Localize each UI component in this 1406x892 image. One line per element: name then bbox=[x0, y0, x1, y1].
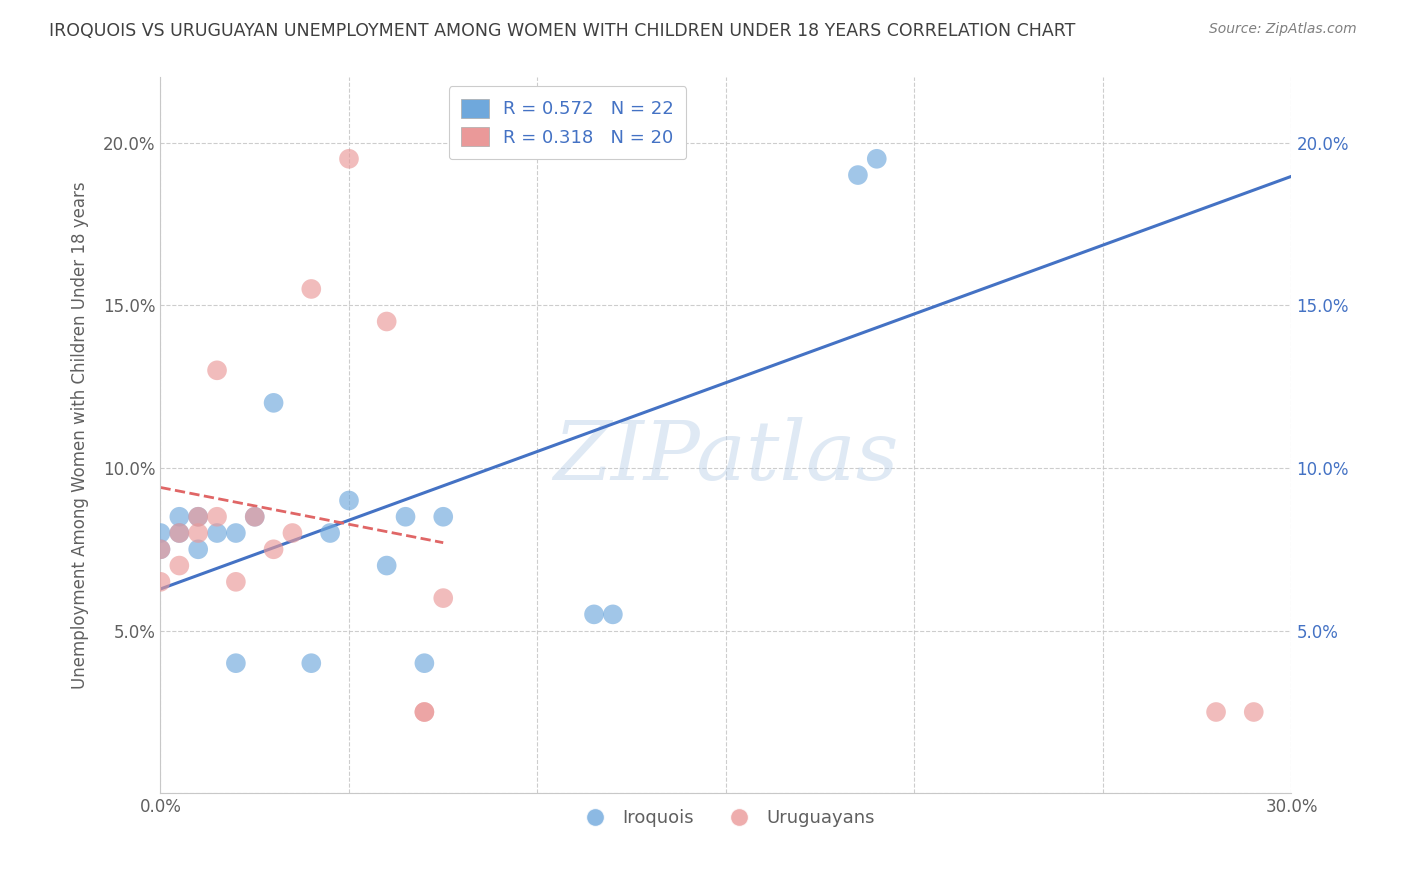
Point bbox=[187, 526, 209, 541]
Point bbox=[225, 656, 247, 670]
Point bbox=[205, 363, 228, 377]
Point bbox=[149, 526, 172, 541]
Y-axis label: Unemployment Among Women with Children Under 18 years: Unemployment Among Women with Children U… bbox=[72, 182, 89, 690]
Point bbox=[337, 493, 360, 508]
Point bbox=[243, 509, 266, 524]
Point bbox=[225, 574, 247, 589]
Point bbox=[582, 607, 605, 622]
Point bbox=[299, 656, 322, 670]
Point bbox=[149, 542, 172, 557]
Point bbox=[169, 526, 191, 541]
Point bbox=[149, 542, 172, 557]
Point bbox=[413, 656, 436, 670]
Point bbox=[169, 558, 191, 573]
Point bbox=[299, 282, 322, 296]
Point bbox=[169, 526, 191, 541]
Point bbox=[187, 509, 209, 524]
Point bbox=[169, 509, 191, 524]
Text: Source: ZipAtlas.com: Source: ZipAtlas.com bbox=[1209, 22, 1357, 37]
Text: ZIPatlas: ZIPatlas bbox=[553, 417, 898, 497]
Point bbox=[319, 526, 342, 541]
Point bbox=[375, 314, 398, 328]
Point bbox=[205, 509, 228, 524]
Point bbox=[375, 558, 398, 573]
Point bbox=[243, 509, 266, 524]
Text: IROQUOIS VS URUGUAYAN UNEMPLOYMENT AMONG WOMEN WITH CHILDREN UNDER 18 YEARS CORR: IROQUOIS VS URUGUAYAN UNEMPLOYMENT AMONG… bbox=[49, 22, 1076, 40]
Point bbox=[225, 526, 247, 541]
Point bbox=[1243, 705, 1265, 719]
Point bbox=[281, 526, 304, 541]
Legend: Iroquois, Uruguayans: Iroquois, Uruguayans bbox=[569, 802, 882, 834]
Point bbox=[187, 509, 209, 524]
Point bbox=[263, 542, 285, 557]
Point bbox=[866, 152, 889, 166]
Point bbox=[187, 542, 209, 557]
Point bbox=[1205, 705, 1227, 719]
Point bbox=[432, 509, 454, 524]
Point bbox=[149, 574, 172, 589]
Point bbox=[337, 152, 360, 166]
Point bbox=[846, 168, 869, 182]
Point bbox=[413, 705, 436, 719]
Point bbox=[394, 509, 416, 524]
Point bbox=[432, 591, 454, 606]
Point bbox=[205, 526, 228, 541]
Point bbox=[413, 705, 436, 719]
Point bbox=[602, 607, 624, 622]
Point bbox=[263, 396, 285, 410]
